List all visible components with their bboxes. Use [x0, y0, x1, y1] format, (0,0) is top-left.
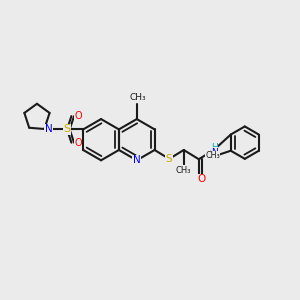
Text: S: S [63, 124, 70, 134]
Text: O: O [74, 111, 82, 121]
Text: O: O [198, 174, 206, 184]
Text: N: N [133, 155, 141, 165]
Text: CH₃: CH₃ [205, 151, 220, 160]
Text: CH₃: CH₃ [130, 93, 146, 102]
Text: O: O [74, 138, 82, 148]
Text: CH₃: CH₃ [176, 166, 191, 175]
Text: H: H [211, 142, 218, 152]
Text: N: N [45, 124, 52, 134]
Text: N: N [211, 148, 218, 157]
Text: S: S [166, 154, 172, 164]
